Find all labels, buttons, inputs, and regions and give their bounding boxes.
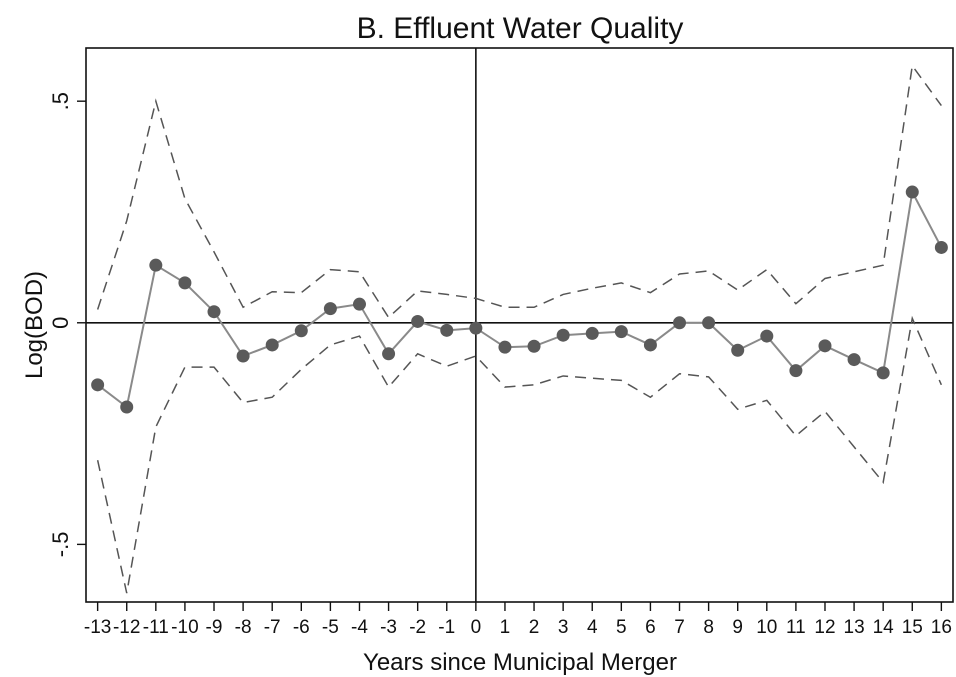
y-tick-label: 0	[48, 317, 73, 329]
x-tick-label: 0	[471, 617, 482, 638]
x-tick-label: 5	[616, 617, 627, 638]
x-tick-label: -10	[171, 617, 198, 638]
estimate-point	[469, 321, 483, 335]
chart-title: B. Effluent Water Quality	[357, 12, 684, 45]
estimate-point	[265, 338, 279, 352]
x-tick-label: -9	[206, 617, 223, 638]
x-tick-label: -5	[322, 617, 339, 638]
estimate-point	[702, 316, 716, 330]
x-tick-label: 12	[814, 617, 835, 638]
estimate-point	[294, 324, 308, 338]
x-tick-label: -7	[264, 617, 281, 638]
plot-frame	[85, 47, 954, 603]
x-tick-label: 2	[529, 617, 540, 638]
estimate-point	[818, 339, 832, 353]
estimate-point	[207, 305, 221, 319]
y-axis: -.5 0 .5	[48, 92, 86, 557]
estimate-point	[847, 353, 861, 367]
estimate-point	[585, 326, 599, 340]
upper-ci-line	[96, 63, 942, 319]
x-tick-label: 6	[645, 617, 656, 638]
x-tick-label: -12	[113, 617, 140, 638]
estimate-point	[556, 328, 570, 342]
x-tick-label: -3	[380, 617, 397, 638]
estimate-point	[789, 364, 803, 378]
estimate-point	[149, 258, 163, 272]
x-tick-label: 1	[500, 617, 511, 638]
estimate-point	[498, 340, 512, 354]
estimate-point	[382, 347, 396, 361]
x-tick-label: 13	[844, 617, 865, 638]
x-axis-label: Years since Municipal Merger	[363, 649, 677, 676]
estimate-point	[411, 314, 425, 328]
x-tick-label: 7	[674, 617, 685, 638]
estimate-point	[91, 378, 105, 392]
x-axis: -13 -12 -11 -10 -9 -8 -7 -6 -5 -4 -3 -2 -1 0 1 2 3 4 5 6 7 8 9…	[84, 602, 952, 638]
estimate-point	[120, 400, 134, 414]
x-tick-label: -2	[409, 617, 426, 638]
x-tick-label: -4	[351, 617, 368, 638]
estimate-point	[673, 316, 687, 330]
estimate-point	[178, 276, 192, 290]
x-tick-label: -11	[143, 617, 169, 638]
estimate-line	[97, 188, 943, 409]
x-tick-label: 9	[732, 617, 743, 638]
estimate-point	[760, 329, 774, 343]
y-tick-label: .5	[48, 92, 73, 110]
estimate-point	[352, 297, 366, 311]
x-tick-label: 15	[902, 617, 923, 638]
estimate-point	[876, 366, 890, 380]
estimate-point	[934, 240, 948, 254]
x-tick-label: 16	[931, 617, 952, 638]
x-tick-label: -13	[84, 617, 111, 638]
estimate-point	[236, 349, 250, 363]
x-tick-label: 4	[587, 617, 598, 638]
estimate-point	[643, 338, 657, 352]
estimate-point	[440, 323, 454, 337]
lower-ci-line	[96, 315, 943, 594]
y-tick-label: -.5	[48, 532, 73, 558]
marker-layer	[91, 185, 948, 414]
series-layer	[96, 63, 943, 594]
x-tick-label: 11	[786, 617, 806, 638]
x-tick-label: 8	[703, 617, 714, 638]
x-tick-label: 10	[756, 617, 777, 638]
estimate-point	[614, 325, 628, 339]
x-tick-label: -6	[293, 617, 310, 638]
estimate-point	[731, 343, 745, 357]
x-tick-label: -8	[235, 617, 252, 638]
estimate-point	[905, 185, 919, 199]
estimate-point	[527, 339, 541, 353]
x-tick-label: 14	[873, 617, 895, 638]
x-tick-label: 3	[558, 617, 569, 638]
y-axis-label: Log(BOD)	[21, 271, 48, 379]
estimate-point	[323, 302, 337, 316]
reference-lines	[86, 48, 953, 602]
x-tick-label: -1	[438, 617, 455, 638]
